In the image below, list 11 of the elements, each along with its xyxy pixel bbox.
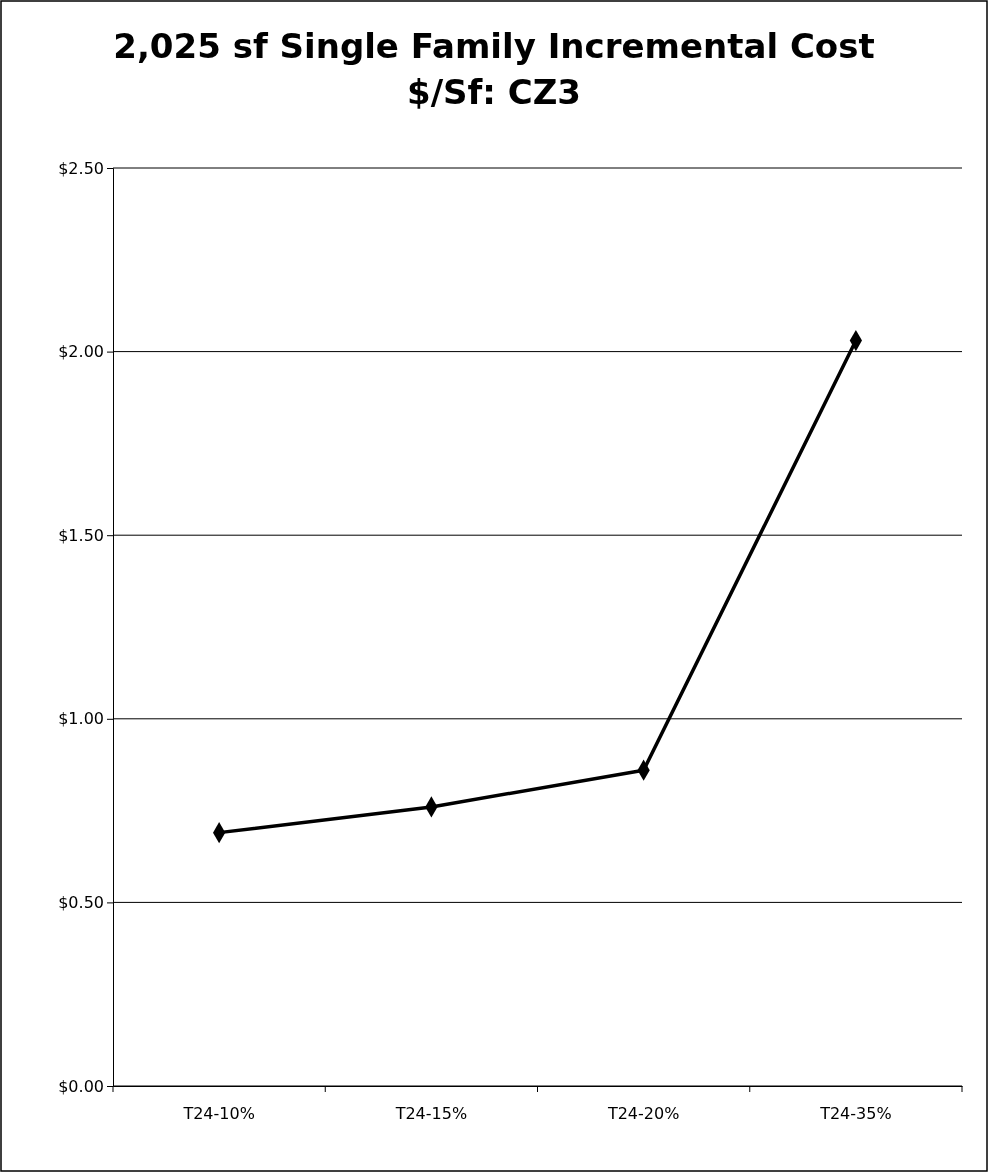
x-tick-label: T24-15% <box>394 1104 468 1124</box>
x-tick-label: T24-35% <box>819 1104 892 1124</box>
y-tick-label: $2.50 <box>58 158 104 178</box>
y-tick-label: $0.50 <box>58 893 104 913</box>
x-tick-label: T24-20% <box>606 1104 680 1124</box>
y-tick-label: $2.00 <box>58 342 104 362</box>
y-tick-label: $0.00 <box>58 1076 104 1096</box>
chart-title: 2,025 sf Single Family Incremental Cost $/Sf: CZ3 <box>113 26 875 112</box>
x-tick-label: T24-10% <box>182 1104 255 1124</box>
y-tick-label: $1.50 <box>58 525 104 545</box>
y-tick-label: $1.00 <box>58 709 104 729</box>
